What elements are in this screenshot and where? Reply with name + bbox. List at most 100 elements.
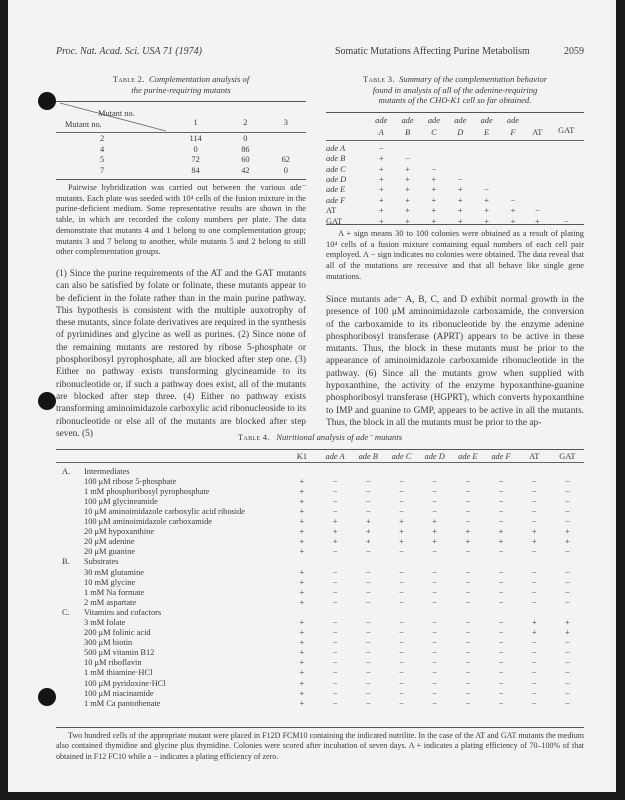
- empty-cell: [418, 467, 451, 477]
- sign-cell: −: [498, 486, 504, 496]
- sign-cell: −: [465, 587, 471, 597]
- sign-cell: +: [299, 618, 305, 627]
- column-header-top: ade: [480, 116, 493, 125]
- column-header: A: [378, 127, 384, 137]
- column-header-top: [548, 116, 584, 126]
- sign-cell: −: [498, 577, 504, 587]
- empty-cell: [418, 608, 451, 618]
- rule: [56, 101, 306, 102]
- empty-cell: [473, 175, 499, 185]
- column-header: ade D: [424, 452, 445, 461]
- row-label: ade D: [326, 175, 347, 185]
- empty-cell: [451, 608, 484, 618]
- empty-cell: [484, 557, 517, 567]
- row-header-label: Mutant no.: [65, 120, 102, 129]
- empty-cell: [548, 154, 584, 164]
- section-row: A. Intermediates: [56, 467, 584, 477]
- value-cell: 60: [241, 155, 250, 165]
- sign-cell: −: [332, 547, 338, 557]
- empty-cell: [500, 154, 526, 164]
- row-label: ade B: [326, 154, 346, 164]
- sign-cell: +: [332, 527, 338, 537]
- empty-cell: [484, 467, 517, 477]
- sign-cell: +: [457, 216, 463, 226]
- sign-cell: −: [399, 688, 404, 698]
- row-label: ade F: [326, 195, 346, 205]
- sign-cell: −: [565, 517, 570, 527]
- sign-cell: −: [332, 648, 338, 658]
- sign-cell: −: [432, 618, 437, 627]
- column-header-top: ade: [401, 116, 414, 125]
- empty-cell: [385, 467, 418, 477]
- sign-cell: +: [299, 496, 305, 506]
- rule: [56, 132, 306, 133]
- empty-cell: [548, 165, 584, 175]
- sign-cell: −: [365, 678, 371, 688]
- section-row: B. Substrates: [56, 557, 584, 567]
- rule: [56, 449, 584, 450]
- header-row: ade ade ade ade ade ade: [326, 116, 584, 126]
- sign-cell: +: [565, 628, 570, 638]
- column-header: GAT: [558, 126, 575, 136]
- nutrilite-label: 100 μM pyridoxine·HCl: [84, 678, 166, 688]
- sign-cell: −: [565, 688, 570, 698]
- sign-cell: +: [405, 206, 410, 216]
- page-number: 2059: [564, 46, 584, 57]
- table-row: 20 μM guanine + − − − − − − − −: [56, 547, 584, 557]
- sign-cell: −: [365, 698, 371, 708]
- column-header: D: [457, 127, 464, 137]
- sign-cell: −: [399, 638, 404, 648]
- sign-cell: +: [299, 567, 305, 577]
- empty-cell: [447, 154, 473, 164]
- empty-cell: [548, 196, 584, 206]
- sign-cell: +: [405, 175, 410, 185]
- binder-hole: [38, 688, 56, 706]
- sign-cell: −: [465, 547, 471, 557]
- sign-cell: +: [332, 517, 338, 527]
- empty-cell: [526, 144, 548, 154]
- sign-cell: +: [299, 527, 305, 537]
- sign-cell: −: [332, 577, 338, 587]
- section-letter: B.: [62, 557, 70, 567]
- section-header: C. Vitamins and cofactors: [56, 608, 285, 618]
- empty-cell: [518, 608, 551, 618]
- sign-cell: −: [531, 517, 537, 527]
- empty-cell: [352, 557, 385, 567]
- sign-cell: −: [465, 506, 471, 516]
- row-id: 7: [100, 165, 105, 175]
- sign-cell: −: [432, 597, 437, 607]
- rule-cell: [326, 139, 584, 144]
- sign-cell: −: [565, 506, 570, 516]
- empty-cell: [484, 608, 517, 618]
- sign-cell: +: [299, 476, 305, 486]
- header-row: A B C D E F AT GAT: [326, 126, 584, 140]
- value-cell: 72: [191, 155, 200, 165]
- empty-cell: [500, 185, 526, 195]
- sign-cell: −: [498, 648, 504, 658]
- table-row: 10 μM aminoimidazole carboxylic acid rib…: [56, 507, 584, 517]
- sign-cell: +: [405, 185, 410, 195]
- sign-cell: −: [457, 175, 463, 185]
- sign-cell: −: [399, 486, 404, 496]
- nutrilite-label: 1 mM thiamine·HCl: [84, 668, 153, 678]
- sign-cell: +: [399, 537, 404, 547]
- empty-cell: [421, 154, 447, 164]
- sign-cell: −: [531, 496, 537, 506]
- section-title: Vitamins and cofactors: [84, 607, 162, 617]
- sign-cell: −: [432, 486, 437, 496]
- table-row: 20 μM adenine + + + + + + + + +: [56, 537, 584, 547]
- sign-cell: +: [299, 648, 305, 658]
- sign-cell: −: [565, 577, 570, 587]
- table-row: ade F + + + + + −: [326, 196, 584, 206]
- sign-cell: −: [565, 678, 570, 688]
- diagonal-header-line: [59, 102, 167, 132]
- row-id: 2: [100, 134, 105, 144]
- sign-cell: +: [405, 195, 410, 205]
- sign-cell: +: [498, 537, 504, 547]
- column-header: ade B: [358, 452, 378, 461]
- empty-cell: [447, 144, 473, 154]
- sign-cell: +: [299, 628, 305, 638]
- sign-cell: −: [465, 678, 471, 688]
- sign-cell: −: [399, 547, 404, 557]
- sign-cell: −: [365, 587, 371, 597]
